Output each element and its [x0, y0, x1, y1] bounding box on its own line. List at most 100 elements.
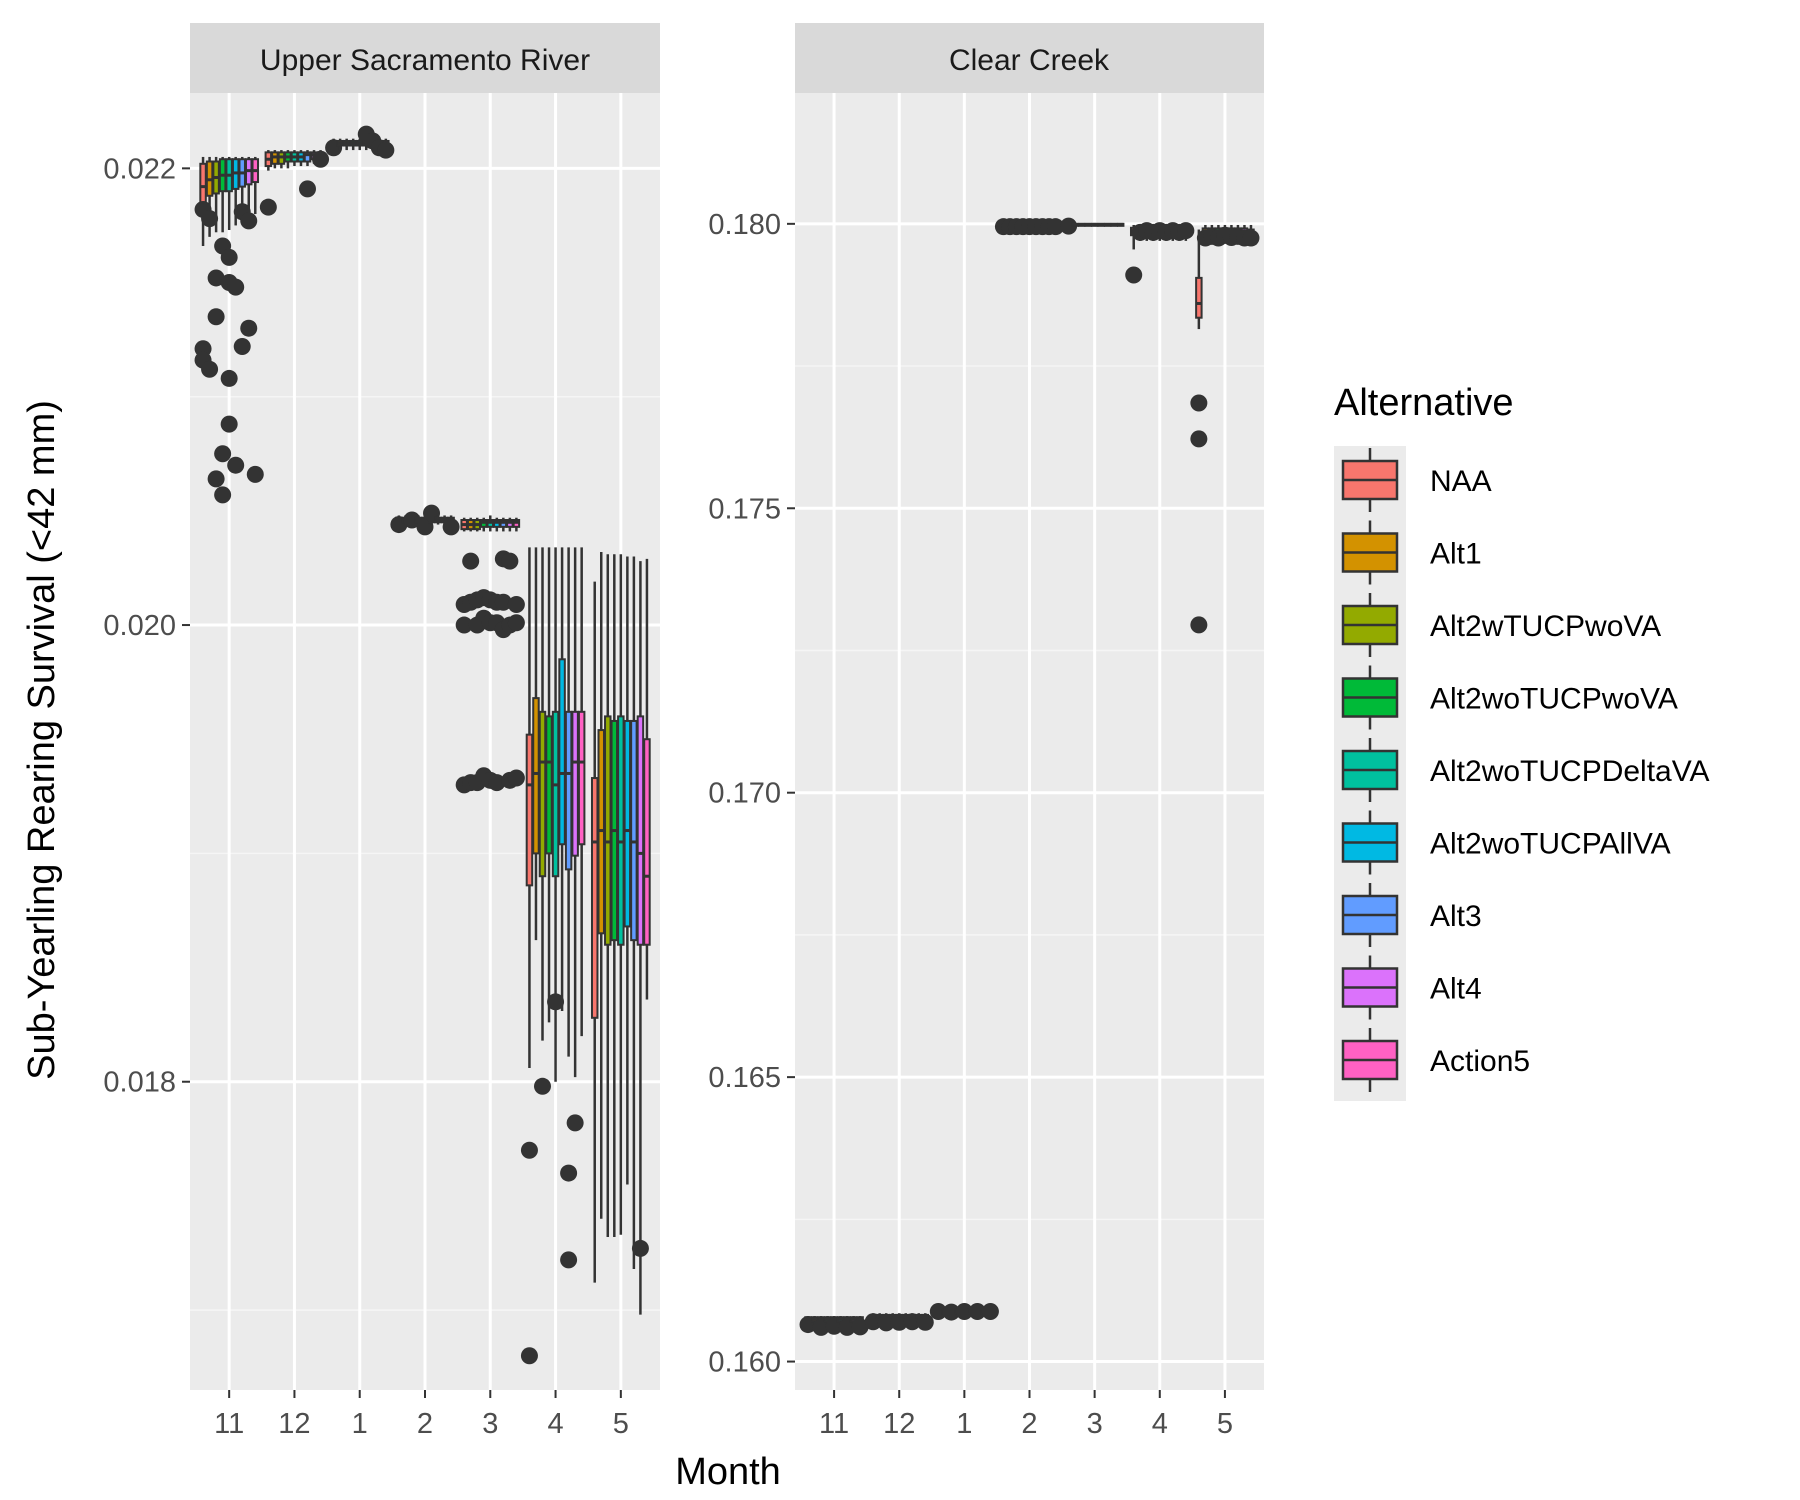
panel-boxes — [194, 125, 651, 1365]
box-iqr — [577, 710, 586, 846]
box-3-Alt2wTUCPwoVA — [1077, 222, 1086, 227]
box-3-Alt2woTUCPAllVA — [1097, 222, 1105, 227]
box-iqr — [545, 715, 553, 855]
outlier-point — [929, 1302, 947, 1320]
box-5-Action5 — [643, 558, 651, 1000]
box-iqr — [571, 710, 579, 857]
outlier-point — [259, 198, 277, 216]
box-4-Alt4 — [566, 547, 584, 1132]
box-4-Action5 — [577, 547, 586, 1037]
outlier-point — [214, 486, 232, 504]
box-12-Alt1 — [271, 150, 279, 169]
box-iqr — [636, 715, 645, 946]
outlier-point — [942, 1303, 960, 1321]
box-iqr — [538, 710, 547, 878]
box-3-Alt4 — [1110, 222, 1118, 227]
outlier-point — [220, 248, 238, 266]
box-iqr — [643, 738, 651, 946]
legend-item-Alt2woTUCPwoVA: Alt2woTUCPwoVA — [1341, 665, 1678, 730]
box-3-Alt3 — [1103, 222, 1112, 227]
outlier-point — [227, 456, 245, 474]
box-1-Alt2wTUCPwoVA — [342, 138, 351, 151]
x-tick-label: 3 — [1087, 1408, 1103, 1440]
legend: Alternative NAA Alt1 Alt2wTUCPwoVA Alt2woTU… — [1334, 382, 1710, 1101]
x-axis: 11 12 1 2 3 4 5 — [819, 1390, 1233, 1440]
box-iqr — [564, 710, 573, 871]
outlier-point — [227, 278, 245, 296]
outlier-point — [240, 212, 258, 230]
outlier-point — [246, 465, 264, 483]
box-11-Alt3 — [233, 156, 251, 355]
x-tick-label: 2 — [417, 1408, 433, 1440]
outlier-point — [220, 369, 238, 387]
outlier-point — [1060, 217, 1078, 235]
outlier-point — [566, 1114, 584, 1132]
outlier-point — [488, 774, 506, 792]
box-iqr — [1195, 276, 1203, 319]
x-tick-label: 4 — [547, 1408, 563, 1440]
box-11-Alt2woTUCPAllVA — [227, 156, 245, 474]
y-tick-label: 0.170 — [708, 778, 781, 810]
box-5-Alt2wTUCPwoVA — [604, 554, 612, 1238]
legend-item-Alt2woTUCPAllVA: Alt2woTUCPAllVA — [1341, 810, 1671, 875]
legend-item-Alt3: Alt3 — [1341, 883, 1482, 947]
facet-title: Clear Creek — [949, 44, 1110, 77]
box-11-Action5 — [851, 1316, 869, 1336]
box-4-Alt1 — [532, 547, 540, 941]
facet-strip — [190, 23, 660, 93]
box-12-Action5 — [312, 150, 330, 168]
y-tick-label: 0.160 — [708, 1347, 781, 1379]
box-4-Alt2woTUCPAllVA — [558, 547, 566, 1011]
outlier-point — [955, 1302, 973, 1320]
outlier-point — [312, 150, 330, 168]
outlier-point — [851, 1318, 869, 1336]
outlier-point — [1190, 616, 1208, 634]
box-2-Action5 — [1047, 218, 1065, 236]
legend-item-Action5: Action5 — [1341, 1028, 1530, 1092]
box-11-Action5 — [246, 156, 264, 483]
box-4-Action5 — [1177, 222, 1195, 241]
outlier-point — [838, 1318, 856, 1336]
box-iqr — [558, 658, 566, 846]
box-4-NAA — [520, 547, 538, 1365]
box-2-Alt2wTUCPwoVA — [403, 511, 421, 529]
y-tick-label: 0.165 — [708, 1062, 781, 1094]
box-3-Alt2woTUCPwoVA — [1084, 222, 1092, 227]
outlier-point — [981, 1302, 999, 1320]
box-iqr — [525, 733, 534, 887]
box-5-NAA — [590, 581, 599, 1283]
outlier-point — [507, 614, 525, 632]
x-tick-label: 11 — [819, 1408, 849, 1440]
box-12-Alt2woTUCPwoVA — [284, 150, 292, 169]
box-11-Alt3 — [838, 1316, 856, 1336]
box-5-Alt3 — [630, 556, 638, 1269]
box-11-Alt2wTUCPwoVA — [207, 156, 225, 488]
outlier-point — [560, 1251, 578, 1269]
box-11-NAA — [194, 156, 212, 369]
box-1-Alt2woTUCPDeltaVA — [355, 138, 364, 151]
panel-grid — [795, 93, 1264, 1390]
legend-items: NAA Alt1 Alt2wTUCPwoVA Alt2woTUCPwoVA Alt2wo… — [1341, 448, 1710, 1092]
box-iqr — [617, 715, 625, 946]
outlier-point — [1177, 222, 1195, 240]
outlier-point — [214, 445, 232, 463]
legend-label: Alt2woTUCPAllVA — [1430, 828, 1671, 861]
box-11-Alt2wTUCPwoVA — [812, 1316, 830, 1336]
box-5-Alt1 — [597, 551, 605, 1219]
box-1-Alt2wTUCPwoVA — [942, 1303, 960, 1321]
box-5-Alt2woTUCPDeltaVA — [617, 554, 625, 1235]
box-3-Alt2woTUCPDeltaVA — [1090, 222, 1099, 227]
outlier-point — [507, 595, 525, 613]
facet-upper-sacramento-river: Upper Sacramento River 0.018 0.020 0.022 1… — [103, 23, 660, 1440]
box-1-Alt3 — [968, 1302, 986, 1320]
legend-label: Alt1 — [1430, 538, 1482, 571]
x-axis: 11 12 1 2 3 4 5 — [214, 1390, 629, 1440]
box-5-Alt4 — [631, 561, 649, 1315]
box-iqr — [532, 697, 540, 855]
y-tick-label: 0.175 — [708, 493, 781, 525]
box-1-Alt2woTUCPwoVA — [349, 138, 357, 151]
outlier-point — [520, 1141, 538, 1159]
outlier-point — [1190, 394, 1208, 412]
